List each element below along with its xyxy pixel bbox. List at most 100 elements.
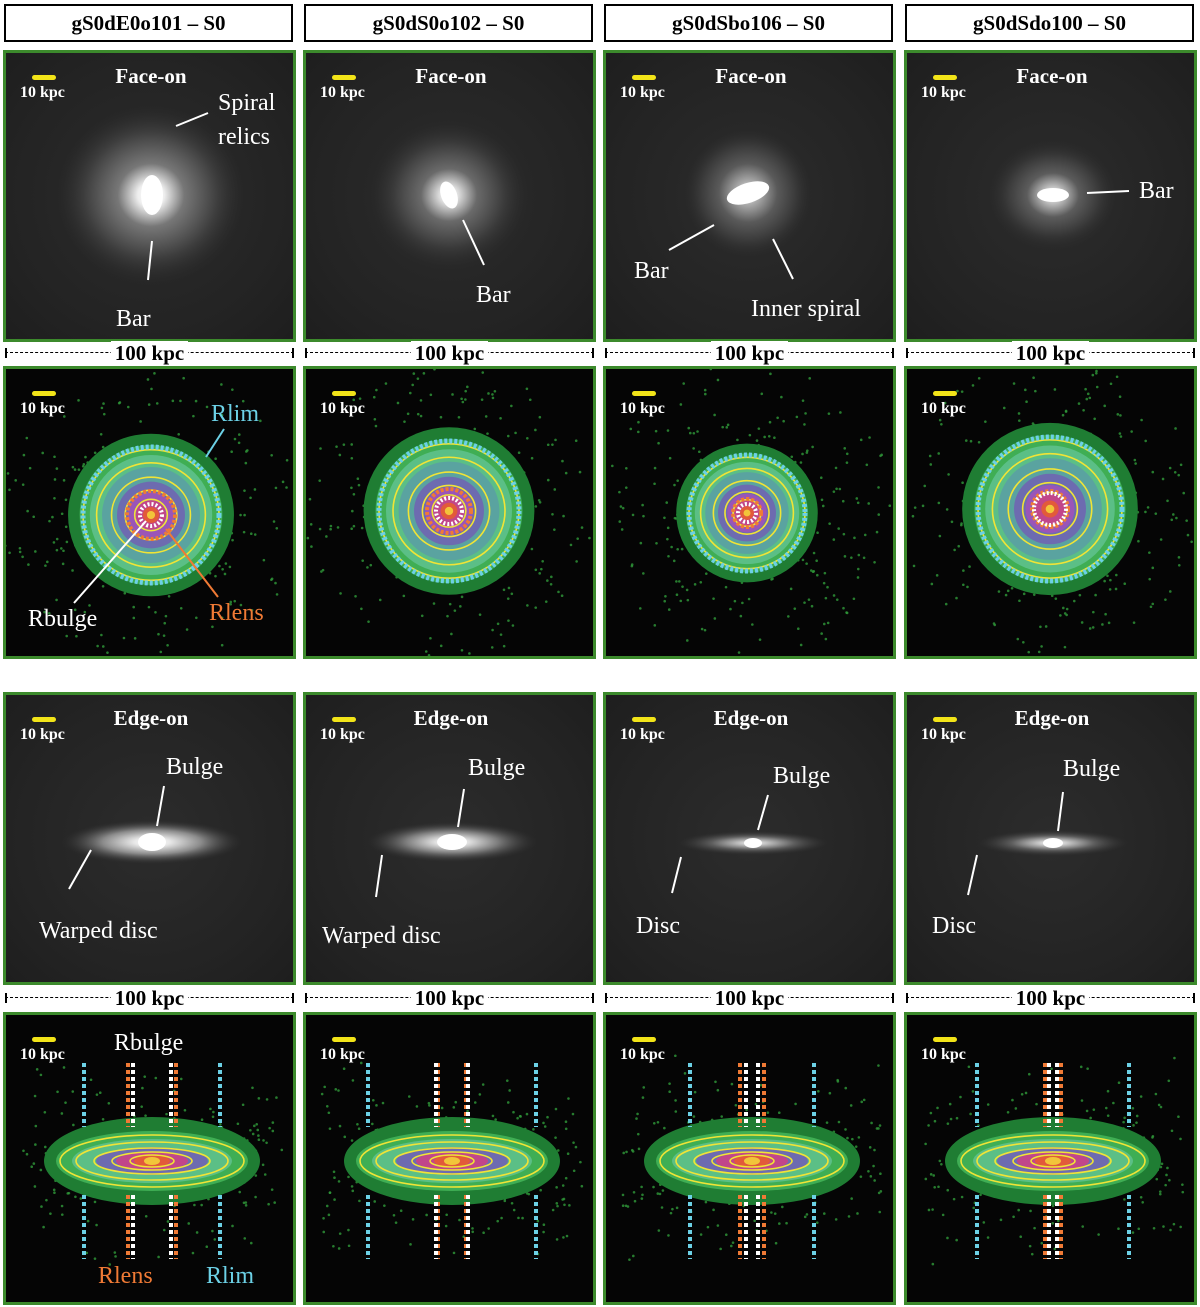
rlim-label: Rlim <box>206 1263 255 1289</box>
disc-label: Disc <box>636 913 680 939</box>
scale-label: 100 kpc <box>1011 986 1090 1010</box>
scalebar-label: 10 kpc <box>320 726 365 743</box>
contour-line <box>991 452 1109 566</box>
scalebar <box>32 717 56 722</box>
scalebar-label: 10 kpc <box>20 726 65 743</box>
bulge-label: Bulge <box>166 754 224 780</box>
scale-indicator: 100 kpc <box>906 341 1195 366</box>
bar-label: Bar <box>1139 178 1174 204</box>
contour-line <box>675 1141 829 1181</box>
contour-line <box>392 456 506 566</box>
bar-label: Bar <box>116 306 151 332</box>
contour-map <box>924 1056 1185 1266</box>
rlim-label: Rlim <box>211 401 260 427</box>
scalebar <box>332 391 356 396</box>
scale-label: 100 kpc <box>410 986 489 1010</box>
galaxy-edge-on <box>62 785 242 890</box>
view-title: Edge-on <box>113 706 189 730</box>
view-title: Edge-on <box>713 706 789 730</box>
warped-disc-label: Warped disc <box>322 923 441 949</box>
rbulge-label: Rbulge <box>28 606 98 632</box>
rlim-ring <box>80 444 222 586</box>
disc-label: Disc <box>932 913 976 939</box>
contour-line <box>411 1151 493 1171</box>
contour-map <box>306 369 591 656</box>
rlens-ring <box>425 487 473 535</box>
view-title: Face-on <box>115 64 187 88</box>
scalebar <box>632 1037 656 1042</box>
scalebar-label: 10 kpc <box>620 400 665 417</box>
view-title: Edge-on <box>1014 706 1090 730</box>
scalebar-label: 10 kpc <box>20 84 65 101</box>
scale-label: 100 kpc <box>410 341 489 365</box>
spiral-relics-label: Spiral <box>218 90 276 116</box>
scalebar-label: 10 kpc <box>620 726 665 743</box>
bulge-label: Bulge <box>468 755 526 781</box>
bar-label: Bar <box>476 282 511 308</box>
contour-line <box>359 1134 545 1188</box>
edge-on-contour-map-1: 10 kpc Rbulge Rlens Rlim <box>3 1012 296 1305</box>
rlens-ring <box>731 497 763 529</box>
rlim-ring <box>686 452 808 574</box>
face-on-contour-map-4: 10 kpc <box>904 366 1197 659</box>
contour-line <box>712 479 782 547</box>
contour-line <box>375 1141 529 1181</box>
density-level <box>1045 504 1055 514</box>
scalebar <box>933 1037 957 1042</box>
column-header: gS0dS0o102 – S0 <box>304 4 593 42</box>
rbulge-ring <box>434 496 464 526</box>
edge-on-contour-map-2: 10 kpc <box>303 1012 596 1305</box>
galaxy-edge-on <box>671 794 828 894</box>
spiral-relics-label-2: relics <box>218 124 270 150</box>
contour-line <box>133 498 169 532</box>
scalebar <box>332 1037 356 1042</box>
contour-line <box>724 491 770 535</box>
edge-on-image-2: 10 kpc Edge-on Bulge Warped disc <box>303 692 596 985</box>
galaxy-edge-on <box>967 791 1128 896</box>
warped-disc-label: Warped disc <box>39 918 158 944</box>
scalebar <box>32 75 56 80</box>
scalebar <box>933 75 957 80</box>
contour-line <box>711 1151 793 1171</box>
contour-line <box>421 484 477 538</box>
contour-line <box>960 1134 1146 1188</box>
view-title: Face-on <box>415 64 487 88</box>
edge-on-image-4: 10 kpc Edge-on Bulge Disc <box>904 692 1197 985</box>
density-level <box>744 1157 760 1165</box>
contour-map <box>621 1054 883 1261</box>
edge-on-contour-map-4: 10 kpc <box>904 1012 1197 1305</box>
scalebar-label: 10 kpc <box>921 400 966 417</box>
contour-line <box>976 1141 1130 1181</box>
face-on-image-3: 10 kpc Face-on Bar Inner spiral <box>603 50 896 342</box>
scale-label: 100 kpc <box>710 341 789 365</box>
column-header: gS0dSbo106 – S0 <box>604 4 893 42</box>
scale-label: 100 kpc <box>1011 341 1090 365</box>
contour-map <box>320 1061 584 1259</box>
contour-line <box>93 1147 211 1175</box>
edge-on-contour-map-3: 10 kpc <box>603 1012 896 1305</box>
density-level <box>1045 1157 1061 1165</box>
density-level <box>743 509 751 517</box>
scalebar <box>32 1037 56 1042</box>
galaxy-face-on <box>56 105 246 285</box>
view-title: Face-on <box>715 64 787 88</box>
contour-line <box>659 1134 845 1188</box>
bar-label: Bar <box>634 258 669 284</box>
rlens-label: Rlens <box>209 600 264 626</box>
scalebar-label: 10 kpc <box>921 1046 966 1063</box>
rbulge-ring <box>138 502 164 528</box>
contour-line <box>110 476 192 554</box>
rlim-ring <box>376 438 522 584</box>
scalebar <box>32 391 56 396</box>
inner-spiral-label: Inner spiral <box>751 296 861 322</box>
density-level <box>444 506 454 516</box>
face-on-contour-map-1: 10 kpc Rlim Rbulge Rlens <box>3 366 296 659</box>
contour-map <box>911 369 1193 654</box>
contour-line <box>729 1154 775 1168</box>
scalebar <box>933 717 957 722</box>
scalebar-label: 10 kpc <box>20 1046 65 1063</box>
column-header: gS0dSdo100 – S0 <box>905 4 1194 42</box>
contour-line <box>59 1134 245 1188</box>
column-header: gS0dE0o101 – S0 <box>4 4 293 42</box>
